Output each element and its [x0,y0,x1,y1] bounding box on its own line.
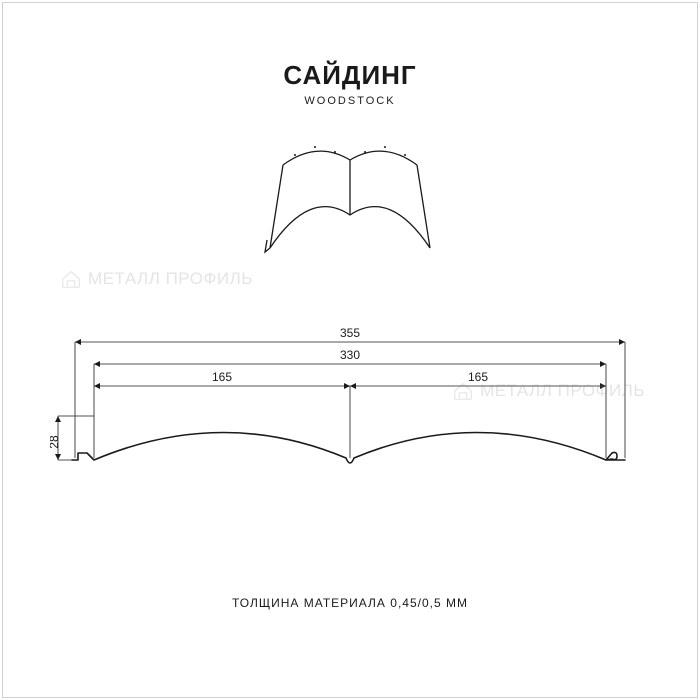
dim-total-width: 355 [340,326,360,340]
dim-height: 28 [50,435,61,449]
watermark-text: МЕТАЛЛ ПРОФИЛЬ [480,381,645,401]
house-icon [60,268,82,290]
watermark-bottom: МЕТАЛЛ ПРОФИЛЬ [452,380,645,402]
main-title: САЙДИНГ [0,60,700,91]
subtitle: WOODSTOCK [0,95,700,107]
profile-path [72,432,625,463]
isometric-view [235,130,465,260]
house-icon [452,380,474,402]
dim-half-left: 165 [212,370,232,384]
thickness-note: ТОЛЩИНА МАТЕРИАЛА 0,45/0,5 ММ [0,596,700,610]
cross-section-drawing: 355 330 165 165 28 [50,320,650,500]
title-block: САЙДИНГ WOODSTOCK [0,60,700,107]
watermark-text: МЕТАЛЛ ПРОФИЛЬ [88,269,253,289]
watermark-top: МЕТАЛЛ ПРОФИЛЬ [60,268,253,290]
dim-working-width: 330 [340,348,360,362]
